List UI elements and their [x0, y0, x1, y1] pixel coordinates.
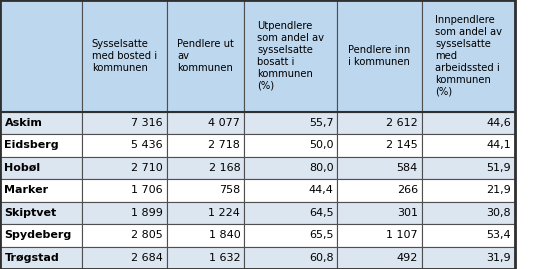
Bar — [422, 179, 515, 201]
Bar — [244, 112, 337, 134]
Text: 1 632: 1 632 — [209, 253, 240, 263]
Text: 584: 584 — [397, 163, 418, 173]
Bar — [82, 134, 166, 157]
Text: Askim: Askim — [4, 118, 42, 128]
Bar — [422, 201, 515, 224]
Text: 1 224: 1 224 — [209, 208, 240, 218]
Bar — [166, 201, 244, 224]
Bar — [422, 134, 515, 157]
Bar — [166, 179, 244, 201]
Text: 266: 266 — [397, 185, 418, 195]
Text: 44,6: 44,6 — [486, 118, 511, 128]
Text: 5 436: 5 436 — [131, 140, 163, 150]
Bar — [244, 224, 337, 246]
Bar — [337, 246, 422, 269]
Text: 60,8: 60,8 — [309, 253, 334, 263]
Bar — [244, 157, 337, 179]
Bar — [0, 112, 82, 134]
Bar — [244, 134, 337, 157]
Bar — [82, 201, 166, 224]
Text: 2 718: 2 718 — [209, 140, 240, 150]
Text: Spydeberg: Spydeberg — [4, 230, 72, 240]
Bar — [0, 0, 82, 112]
Text: 53,4: 53,4 — [487, 230, 511, 240]
Bar — [166, 112, 244, 134]
Text: 4 077: 4 077 — [209, 118, 240, 128]
Text: 492: 492 — [396, 253, 418, 263]
Text: 2 710: 2 710 — [131, 163, 163, 173]
Text: 7 316: 7 316 — [131, 118, 163, 128]
Text: Skiptvet: Skiptvet — [4, 208, 57, 218]
Bar — [422, 157, 515, 179]
Text: 80,0: 80,0 — [309, 163, 334, 173]
Text: Eidsberg: Eidsberg — [4, 140, 59, 150]
Bar — [422, 0, 515, 112]
Bar — [166, 157, 244, 179]
Bar — [337, 112, 422, 134]
Bar — [244, 0, 337, 112]
Bar — [166, 224, 244, 246]
Text: Hobøl: Hobøl — [4, 163, 41, 173]
Bar — [166, 134, 244, 157]
Bar — [0, 224, 82, 246]
Bar — [166, 0, 244, 112]
Bar — [82, 112, 166, 134]
Text: 31,9: 31,9 — [487, 253, 511, 263]
Text: Utpendlere
som andel av
sysselsatte
bosatt i
kommunen
(%): Utpendlere som andel av sysselsatte bosa… — [258, 21, 324, 91]
Bar — [244, 201, 337, 224]
Text: Pendlere ut
av
kommunen: Pendlere ut av kommunen — [177, 39, 234, 73]
Text: 50,0: 50,0 — [309, 140, 334, 150]
Bar — [244, 246, 337, 269]
Bar — [0, 201, 82, 224]
Bar — [82, 157, 166, 179]
Text: 2 168: 2 168 — [209, 163, 240, 173]
Bar — [82, 179, 166, 201]
Text: Sysselsatte
med bosted i
kommunen: Sysselsatte med bosted i kommunen — [92, 39, 157, 73]
Text: Trøgstad: Trøgstad — [4, 253, 59, 263]
Text: 51,9: 51,9 — [487, 163, 511, 173]
Bar — [82, 0, 166, 112]
Text: 1 840: 1 840 — [209, 230, 240, 240]
Text: 64,5: 64,5 — [309, 208, 334, 218]
Bar — [337, 134, 422, 157]
Bar — [244, 179, 337, 201]
Text: Marker: Marker — [4, 185, 49, 195]
Bar — [166, 246, 244, 269]
Text: 44,1: 44,1 — [486, 140, 511, 150]
Text: 1 899: 1 899 — [131, 208, 163, 218]
Bar — [337, 157, 422, 179]
Bar — [0, 134, 82, 157]
Text: 21,9: 21,9 — [486, 185, 511, 195]
Bar — [82, 224, 166, 246]
Text: 1 706: 1 706 — [131, 185, 163, 195]
Bar — [422, 246, 515, 269]
Bar — [0, 157, 82, 179]
Text: 301: 301 — [397, 208, 418, 218]
Text: 758: 758 — [219, 185, 240, 195]
Text: 1 107: 1 107 — [386, 230, 418, 240]
Text: 2 805: 2 805 — [131, 230, 163, 240]
Text: 44,4: 44,4 — [309, 185, 334, 195]
Bar — [0, 179, 82, 201]
Bar — [0, 246, 82, 269]
Bar — [82, 246, 166, 269]
Bar — [337, 201, 422, 224]
Text: 2 145: 2 145 — [386, 140, 418, 150]
Bar — [422, 224, 515, 246]
Text: Innpendlere
som andel av
sysselsatte
med
arbeidssted i
kommunen
(%): Innpendlere som andel av sysselsatte med… — [435, 15, 502, 97]
Bar — [337, 0, 422, 112]
Text: 55,7: 55,7 — [309, 118, 334, 128]
Bar — [337, 224, 422, 246]
Text: Pendlere inn
i kommunen: Pendlere inn i kommunen — [349, 45, 411, 67]
Bar — [337, 179, 422, 201]
Bar — [422, 112, 515, 134]
Text: 65,5: 65,5 — [309, 230, 334, 240]
Text: 2 684: 2 684 — [131, 253, 163, 263]
Text: 2 612: 2 612 — [386, 118, 418, 128]
Text: 30,8: 30,8 — [487, 208, 511, 218]
